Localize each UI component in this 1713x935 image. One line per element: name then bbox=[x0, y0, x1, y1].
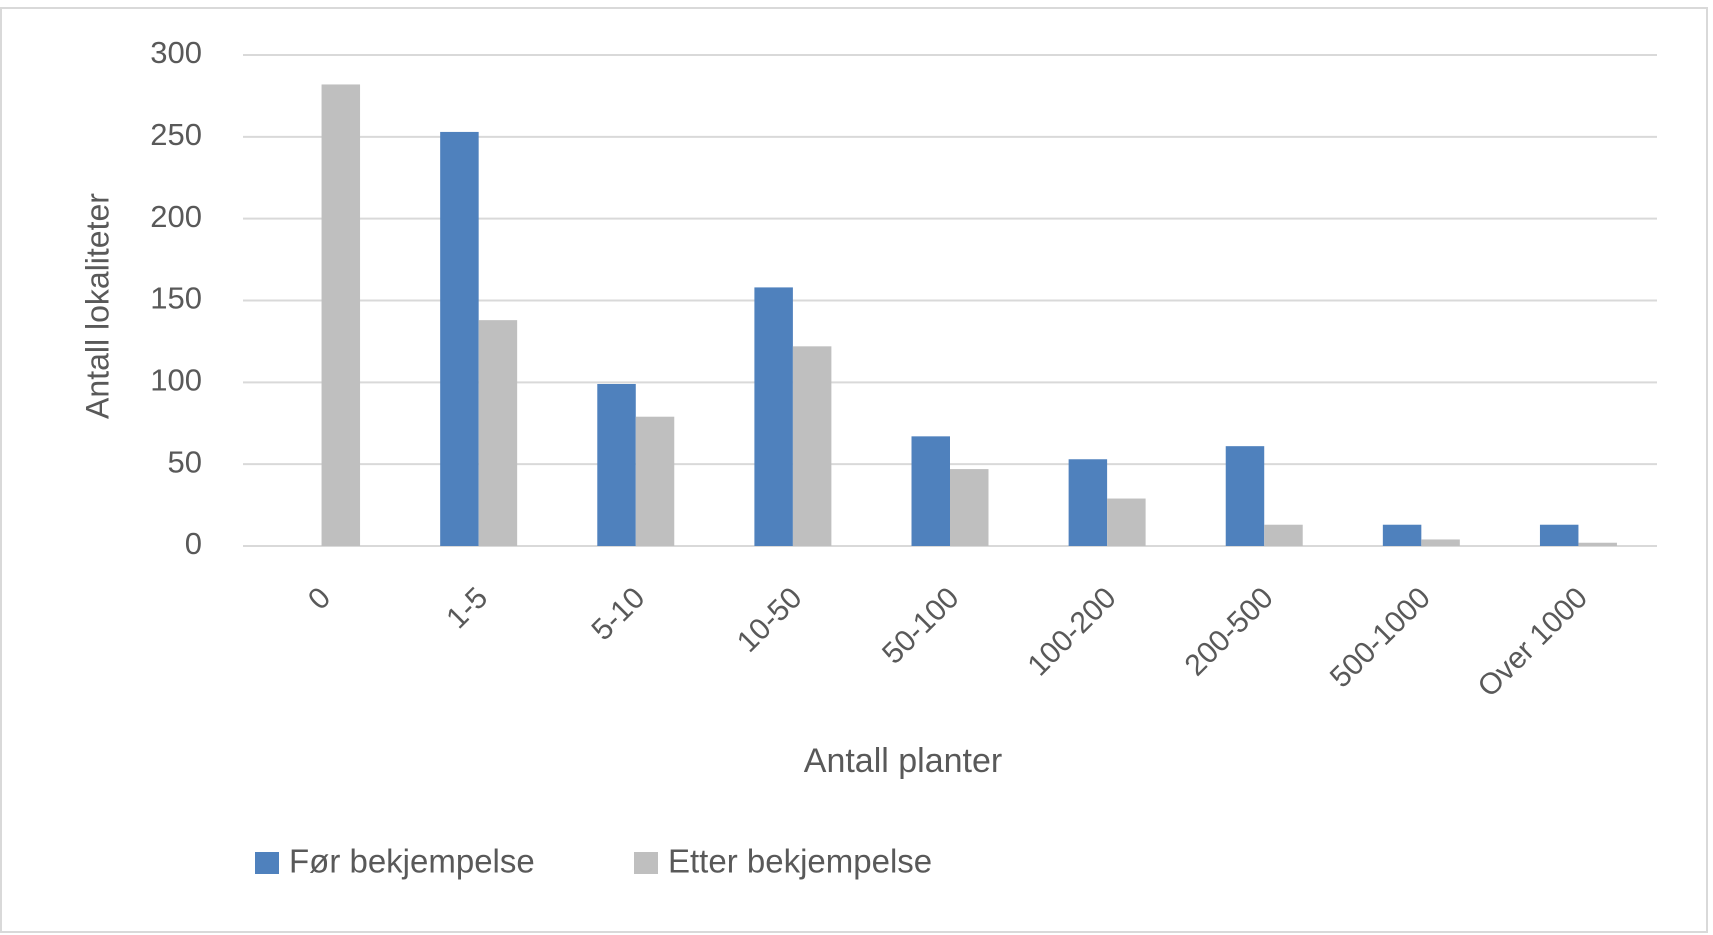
bar bbox=[1264, 524, 1303, 546]
y-tick-label: 200 bbox=[150, 199, 202, 234]
y-tick-label: 50 bbox=[168, 444, 202, 479]
chart-border bbox=[0, 7, 1708, 933]
bar bbox=[321, 84, 361, 547]
bar bbox=[950, 469, 989, 546]
y-tick-label: 250 bbox=[150, 117, 202, 152]
legend-swatch bbox=[255, 852, 279, 874]
bar bbox=[597, 383, 636, 546]
y-tick-label: 100 bbox=[150, 363, 202, 398]
bar bbox=[911, 436, 950, 546]
y-axis-title: Antall lokaliteter bbox=[79, 193, 115, 419]
bar bbox=[792, 346, 832, 546]
x-axis-title: Antall planter bbox=[804, 742, 1002, 780]
legend-label: Før bekjempelse bbox=[289, 843, 535, 880]
bar bbox=[478, 320, 518, 546]
bar bbox=[1107, 498, 1146, 546]
y-tick-label: 300 bbox=[150, 35, 202, 70]
y-tick-label: 0 bbox=[185, 526, 202, 561]
bar bbox=[1225, 446, 1265, 546]
bar bbox=[754, 287, 793, 546]
bar bbox=[1539, 524, 1579, 546]
bar bbox=[635, 416, 675, 546]
bar bbox=[1421, 539, 1460, 546]
bar bbox=[440, 131, 479, 546]
y-tick-label: 150 bbox=[150, 281, 202, 316]
bar bbox=[1578, 542, 1617, 546]
legend-swatch bbox=[634, 852, 658, 874]
bar bbox=[1068, 459, 1108, 546]
legend-label: Etter bekjempelse bbox=[668, 843, 932, 880]
bar bbox=[1382, 524, 1422, 546]
